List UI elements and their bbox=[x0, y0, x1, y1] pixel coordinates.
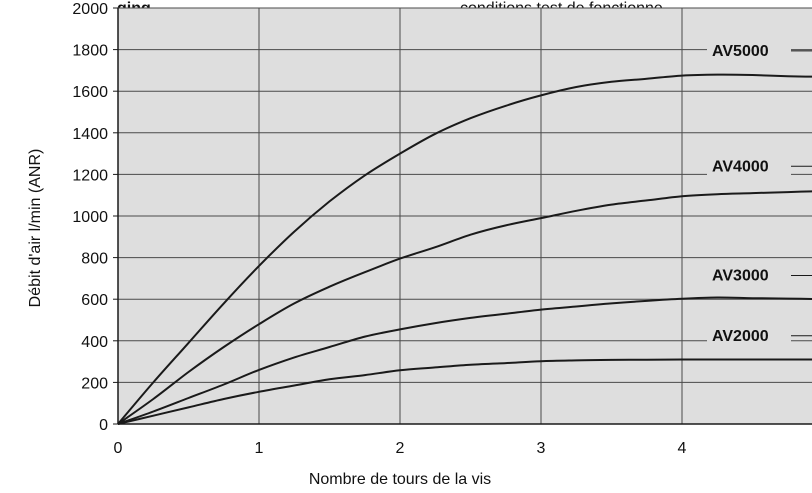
y-axis-title: Débit d'air l/min (ANR) bbox=[27, 149, 44, 308]
series-line-av3000 bbox=[117, 296, 812, 425]
y-tick-label: 1400 bbox=[72, 126, 108, 143]
y-tick-label: 800 bbox=[81, 251, 108, 268]
x-tick-label: 4 bbox=[678, 440, 687, 457]
series-label-backdrop bbox=[707, 157, 791, 178]
series-line-av4000 bbox=[117, 190, 812, 425]
series-label-av5000: AV5000 bbox=[712, 43, 769, 60]
y-tick-label: 600 bbox=[81, 292, 108, 309]
y-tick-label: 1600 bbox=[72, 84, 108, 101]
x-tick-label: 0 bbox=[114, 440, 123, 457]
x-axis-title: Nombre de tours de la vis bbox=[309, 471, 491, 488]
series-label-av2000: AV2000 bbox=[712, 328, 769, 345]
series-label-backdrop bbox=[707, 41, 791, 62]
y-tick-label: 2000 bbox=[72, 1, 108, 18]
x-tick-label: 2 bbox=[396, 440, 405, 457]
series-line-av5000 bbox=[117, 73, 812, 425]
series-label-backdrop bbox=[707, 326, 791, 347]
y-tick-label: 0 bbox=[99, 417, 108, 434]
series-label-av3000: AV3000 bbox=[712, 267, 769, 284]
x-tick-label: 1 bbox=[255, 440, 264, 457]
y-tick-label: 1800 bbox=[72, 43, 108, 60]
y-tick-label: 200 bbox=[81, 375, 108, 392]
series-line-av2000 bbox=[117, 358, 812, 425]
y-tick-label: 1200 bbox=[72, 167, 108, 184]
y-tick-label: 400 bbox=[81, 334, 108, 351]
x-tick-label: 3 bbox=[537, 440, 546, 457]
series-label-backdrop bbox=[707, 266, 791, 287]
series-label-av4000: AV4000 bbox=[712, 158, 769, 175]
y-tick-label: 1000 bbox=[72, 209, 108, 226]
